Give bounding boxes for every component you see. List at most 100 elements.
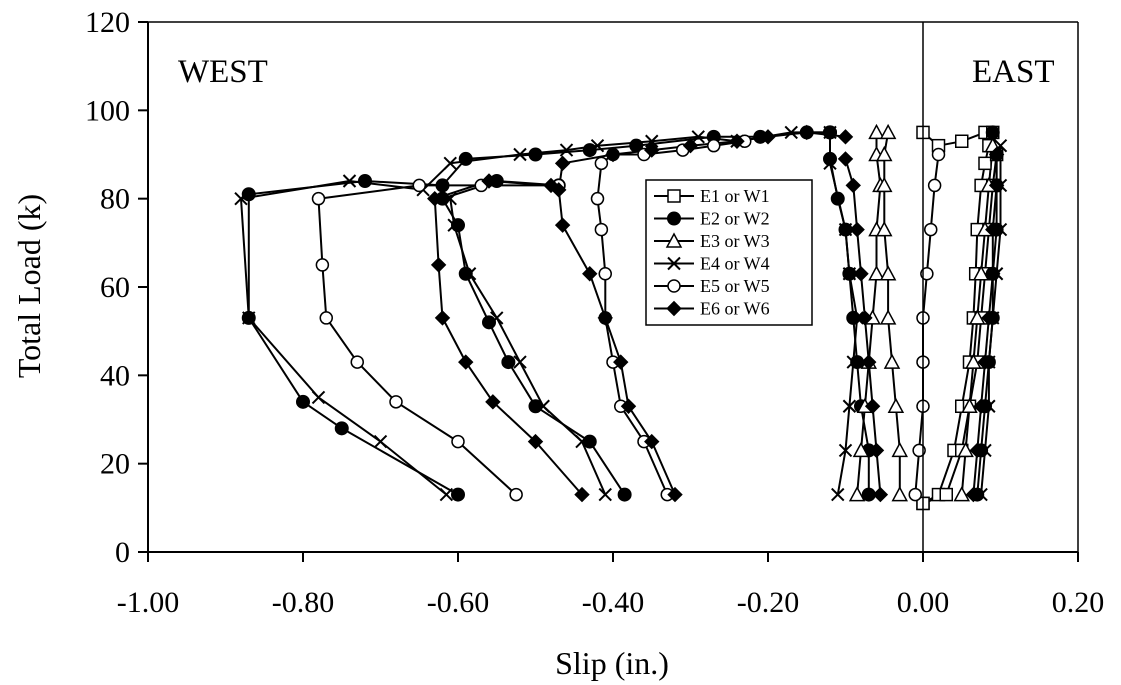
series-3-point (961, 397, 978, 413)
series-6-point (861, 354, 877, 370)
tick-labels: -1.00 -0.80 -0.60 -0.40 -0.20 0.00 0.20 0 20 40 60… (85, 6, 1104, 619)
series-4-point (978, 443, 992, 458)
y-tick-label: 20 (100, 448, 130, 481)
y-tick-label: 0 (115, 536, 130, 569)
series-4-point (373, 434, 388, 449)
series-4-point (993, 222, 1008, 237)
series-4-point (846, 355, 860, 369)
series-6-point (977, 354, 993, 370)
series-6-point (849, 221, 865, 238)
series-4-point (513, 147, 527, 162)
series-5-point (924, 222, 938, 237)
series-6-point (485, 394, 501, 410)
series-4-point (342, 174, 357, 188)
series-4-point (536, 399, 550, 413)
x-tick-label: -0.60 (427, 586, 490, 619)
series-6-point (605, 146, 621, 163)
series-6-point (969, 442, 985, 459)
series-5-point (598, 267, 612, 281)
series-6-point (965, 486, 982, 503)
series-2-point (482, 315, 496, 330)
series-6-point (597, 310, 613, 326)
series-6-point (729, 133, 745, 149)
series-6-line (557, 131, 846, 496)
series-4-point (982, 399, 996, 413)
series-4-point (823, 156, 837, 171)
series-4-point (513, 355, 527, 369)
series-5-line (317, 184, 559, 496)
series-2-point (985, 125, 1000, 140)
legend-label: E2 or W2 (700, 209, 770, 229)
series-1-point (955, 134, 969, 148)
series-6-point (837, 151, 854, 167)
series-3-point (879, 265, 897, 281)
series-2-point (451, 487, 465, 502)
series-3-point (891, 441, 909, 458)
annotation-west: WEST (178, 54, 268, 90)
series-5-point (912, 443, 926, 458)
series-4-point (490, 311, 504, 325)
series-4-point (823, 125, 837, 140)
series-6-point (574, 486, 590, 503)
series-5-point (389, 395, 403, 409)
series-3-point (957, 441, 974, 458)
series-4-point (784, 125, 798, 140)
series-4-point (443, 191, 457, 206)
y-tick-label: 100 (85, 94, 130, 127)
series-5-point (594, 222, 609, 237)
series-2-point (501, 355, 516, 370)
series-5-line (914, 154, 940, 495)
series-5-point (509, 487, 523, 502)
series-4-point (645, 134, 659, 148)
series-6-point (481, 173, 497, 189)
series-5-point (412, 178, 426, 193)
series-3-point (868, 123, 885, 140)
series-5-point (451, 434, 465, 449)
series-4-line (829, 163, 859, 495)
series-4-point (559, 143, 574, 157)
plot-markers (234, 123, 1008, 511)
series-6-point (620, 398, 637, 414)
series-5-point (908, 487, 922, 502)
legend-label: E6 or W6 (700, 299, 770, 319)
series-6-point (644, 142, 660, 158)
series-6-point (682, 137, 699, 154)
x-axis-title: Slip (in.) (555, 645, 669, 681)
x-tick-label: -0.20 (737, 586, 800, 619)
x-tick-label: 0.20 (1052, 586, 1105, 619)
x-tick-label: 0.00 (897, 586, 950, 619)
series-6-point (988, 146, 1005, 163)
series-6-point (551, 182, 567, 198)
series-4-point (842, 399, 857, 413)
series-2-point (296, 394, 310, 409)
legend-box (645, 179, 813, 326)
series-6-point (554, 217, 571, 233)
series-3-line (883, 132, 901, 495)
series-2-point (823, 151, 837, 166)
series-2-point (629, 138, 644, 153)
series-3-point (968, 309, 986, 325)
series-5-point (920, 267, 934, 281)
series-4-point (447, 218, 461, 232)
series-4-point (590, 138, 605, 153)
series-5-point (319, 311, 333, 325)
series-5-point (311, 191, 326, 206)
series-6-point (988, 177, 1005, 194)
series-5-point (927, 178, 942, 193)
series-4-point (462, 267, 477, 281)
series-4-point (974, 487, 988, 502)
series-6-point (845, 177, 861, 194)
series-4-point (311, 390, 326, 405)
series-6-point (868, 442, 885, 459)
series-4-point (831, 487, 845, 502)
annotation-east: EAST (972, 54, 1055, 90)
series-4-point (850, 311, 864, 325)
series-5-point (707, 138, 721, 153)
series-2-point (528, 147, 543, 162)
axes (138, 21, 1079, 562)
series-4-point (575, 434, 589, 449)
series-3-point (972, 265, 990, 281)
series-4-point (439, 487, 454, 502)
x-tick-label: -0.80 (272, 586, 335, 619)
series-2-point (582, 143, 597, 158)
